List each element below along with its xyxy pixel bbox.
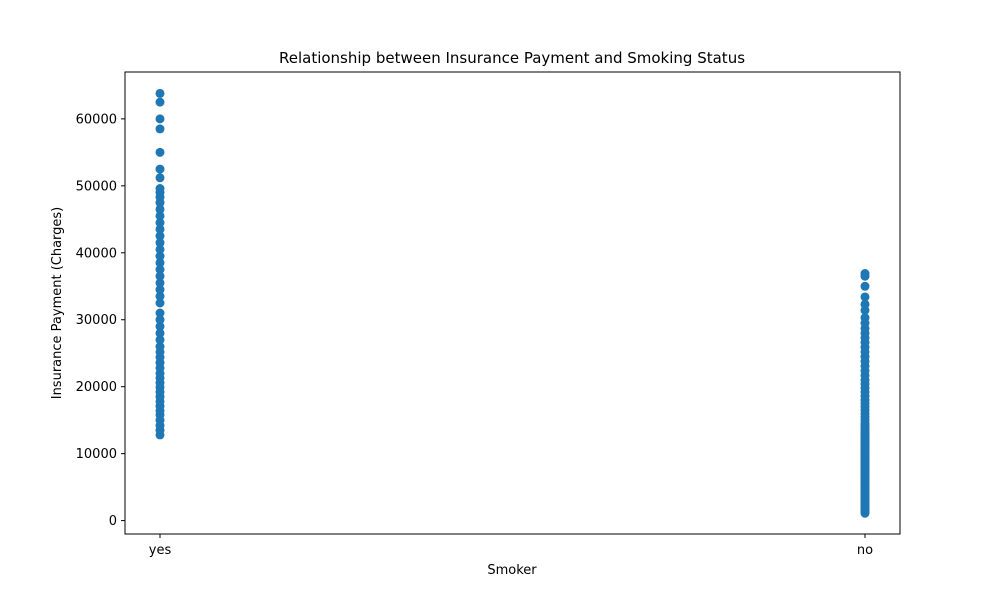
y-tick-label: 0 xyxy=(109,514,117,529)
data-point xyxy=(155,328,165,338)
x-tick-label: yes xyxy=(149,543,172,558)
data-point xyxy=(155,321,165,331)
y-axis: 0 10000 20000 30000 40000 50000 60000 xyxy=(76,112,125,529)
data-point xyxy=(155,271,165,281)
data-point xyxy=(860,281,870,291)
data-point xyxy=(155,224,165,234)
x-tick-label: no xyxy=(857,543,873,558)
data-point xyxy=(155,342,165,352)
data-point xyxy=(860,269,870,279)
plot-frame xyxy=(124,71,901,535)
y-tick-label: 50000 xyxy=(76,179,117,194)
points-layer xyxy=(155,88,870,518)
data-point xyxy=(155,298,165,308)
data-point xyxy=(155,285,165,295)
data-point xyxy=(860,313,870,323)
y-tick-label: 10000 xyxy=(76,447,117,462)
chart-title: Relationship between Insurance Payment a… xyxy=(279,49,745,67)
data-point xyxy=(155,114,165,124)
x-axis: yes no xyxy=(149,534,873,558)
data-point xyxy=(155,251,165,261)
data-point xyxy=(155,211,165,221)
data-point xyxy=(155,291,165,301)
data-point xyxy=(155,147,165,157)
data-point xyxy=(155,258,165,268)
data-point xyxy=(155,335,165,345)
data-point xyxy=(860,299,870,309)
data-point xyxy=(155,238,165,248)
data-point xyxy=(155,278,165,288)
y-axis-label: Insurance Payment (Charges) xyxy=(50,207,65,400)
data-point xyxy=(155,97,165,107)
data-point xyxy=(155,315,165,325)
y-tick-label: 60000 xyxy=(76,112,117,127)
data-point xyxy=(155,218,165,228)
data-point xyxy=(155,265,165,275)
data-point xyxy=(155,124,165,134)
data-point xyxy=(860,292,870,302)
data-point xyxy=(155,204,165,214)
data-point xyxy=(155,88,165,98)
x-axis-label: Smoker xyxy=(487,563,537,578)
data-point xyxy=(155,164,165,174)
data-point xyxy=(155,173,165,183)
data-point xyxy=(155,231,165,241)
y-tick-label: 30000 xyxy=(76,313,117,328)
y-tick-label: 40000 xyxy=(76,246,117,261)
data-point xyxy=(155,244,165,254)
data-point xyxy=(155,184,165,194)
data-point xyxy=(155,308,165,318)
y-tick-label: 20000 xyxy=(76,380,117,395)
